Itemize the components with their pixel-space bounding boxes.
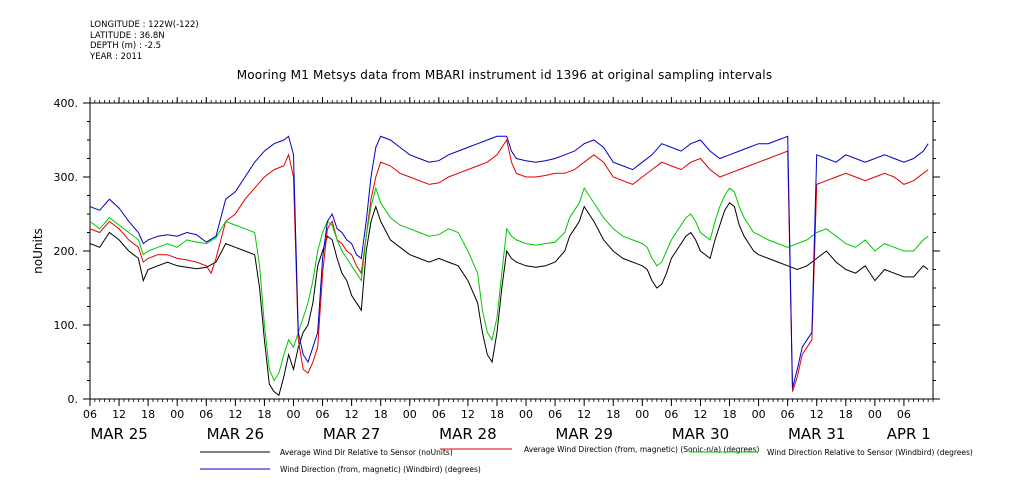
x-tick-label: 18: [490, 408, 504, 421]
x-tick-label: 12: [228, 408, 242, 421]
x-tick-label: 12: [345, 408, 359, 421]
latitude-text: LATITUDE : 36.8N: [90, 30, 165, 41]
legend-text-3: Wind Direction Relative to Sensor (Windb…: [767, 448, 973, 457]
year-text: YEAR : 2011: [90, 51, 143, 62]
x-tick-label: 06: [548, 408, 562, 421]
x-tick-label: 00: [752, 408, 766, 421]
x-tick-label: 06: [781, 408, 795, 421]
x-tick-label: 12: [112, 408, 126, 421]
x-tick-label: 18: [606, 408, 620, 421]
x-tick-label: 06: [316, 408, 330, 421]
y-tick-label: 100.: [54, 319, 79, 332]
series-line-3: [90, 186, 929, 382]
longitude-text: LONGITUDE : 122W(-122): [90, 20, 199, 30]
x-tick-label: 00: [635, 408, 649, 421]
x-day-label: MAR 27: [323, 425, 380, 443]
x-tick-label: 18: [374, 408, 388, 421]
x-tick-label: 12: [693, 408, 707, 421]
x-day-label: MAR 25: [90, 425, 147, 443]
chart-title: Mooring M1 Metsys data from MBARI instru…: [236, 68, 773, 82]
x-day-label: MAR 30: [672, 425, 729, 443]
x-tick-label: 00: [403, 408, 417, 421]
series-line-1: [90, 202, 929, 397]
x-tick-label: 06: [664, 408, 678, 421]
metadata-block: LONGITUDE : 122W(-122) LATITUDE : 36.8N …: [90, 20, 199, 62]
x-tick-label: 06: [83, 408, 97, 421]
x-tick-label: 18: [839, 408, 853, 421]
y-axis-label: noUnits: [31, 228, 45, 274]
x-tick-label: 12: [461, 408, 475, 421]
legend-text-4: Wind Direction (from, magnetic) (Windbir…: [280, 465, 481, 474]
minor-ticks: [89, 100, 934, 402]
x-tick-label: 00: [286, 408, 300, 421]
x-tick-label: 12: [577, 408, 591, 421]
x-day-label: MAR 29: [555, 425, 612, 443]
x-tick-label: 00: [519, 408, 533, 421]
x-tick-label: 12: [810, 408, 824, 421]
x-tick-label: 18: [141, 408, 155, 421]
x-day-label: MAR 26: [207, 425, 264, 443]
x-day-label: MAR 31: [788, 425, 845, 443]
depth-text: DEPTH (m) : -2.5: [90, 41, 162, 51]
x-day-label: MAR 28: [439, 425, 496, 443]
x-tick-label: 18: [257, 408, 271, 421]
y-tick-label: 0.: [68, 393, 79, 406]
series-line-2: [90, 138, 929, 392]
x-tick-label: 00: [170, 408, 184, 421]
legend-text-2: Average Wind Direction (from, magnetic) …: [524, 445, 760, 454]
y-tick-label: 400.: [54, 97, 79, 110]
x-day-label: APR 1: [887, 425, 931, 443]
y-tick-label: 300.: [54, 171, 79, 184]
plot-frame: [89, 102, 934, 400]
x-tick-label: 06: [897, 408, 911, 421]
y-tick-label: 200.: [54, 245, 79, 258]
x-tick-label: 18: [723, 408, 737, 421]
legend-text-1: Average Wind Dir Relative to Sensor (noU…: [280, 448, 453, 457]
x-tick-label: 06: [199, 408, 213, 421]
series-line-4: [90, 135, 929, 389]
x-tick-label: 06: [432, 408, 446, 421]
x-tick-label: 00: [868, 408, 882, 421]
